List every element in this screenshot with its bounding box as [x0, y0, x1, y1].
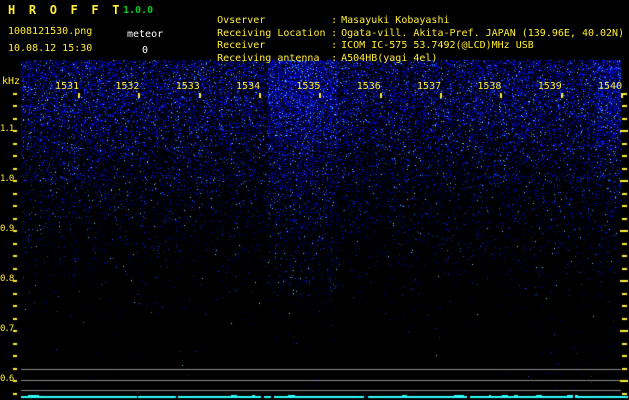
echo-count: 0 [142, 45, 149, 56]
output-filename: 1008121530.png [8, 26, 93, 37]
freq-tick-label: 0.7 [0, 324, 14, 334]
info-row-receiver: Receiver: ICOM IC-575 53.7492(@LCD)MHz US… [181, 28, 624, 51]
time-tick-label: 1539 [537, 81, 562, 92]
freq-tick-label: 0.6 [0, 374, 14, 384]
time-tick-label: 1536 [356, 81, 381, 92]
time-tick-label: 1537 [417, 81, 442, 92]
info-value: A504HB(yagi 4el) [341, 52, 438, 64]
time-tick-label: 1532 [115, 81, 140, 92]
freq-tick-label: 1.1 [0, 124, 14, 134]
station-info: Ovserver: Masayuki Kobayashi Receiving Lo… [181, 3, 624, 64]
freq-tick-label: 0.9 [0, 224, 14, 234]
time-tick-label: 1540 [598, 81, 623, 92]
info-value: ICOM IC-575 53.7492(@LCD)MHz USB [341, 40, 534, 52]
info-row-antenna: Receiving antenna: A504HB(yagi 4el) [181, 40, 624, 64]
info-separator: : [331, 27, 338, 39]
info-separator: : [331, 15, 338, 27]
time-tick-label: 1531 [55, 81, 80, 92]
info-label: Receiver [217, 40, 266, 52]
freq-axis-unit: kHz [2, 76, 21, 87]
mode-label: meteor [127, 29, 164, 40]
info-value: Masayuki Kobayashi [341, 15, 450, 27]
info-label: Ovserver [217, 15, 266, 27]
time-tick-label: 1538 [477, 81, 502, 92]
info-label: Receiving Location [217, 27, 326, 39]
info-label: Receiving antenna [217, 52, 320, 64]
time-tick-label: 1533 [175, 81, 200, 92]
info-row-observer: Ovserver: Masayuki Kobayashi [181, 3, 624, 26]
freq-tick-label: 1.0 [0, 174, 14, 184]
info-value: Ogata-vill. Akita-Pref. JAPAN (139.96E, … [341, 27, 625, 39]
info-separator: : [331, 40, 338, 52]
freq-tick-label: 0.8 [0, 274, 14, 284]
info-separator: : [331, 52, 338, 64]
time-tick-label: 1535 [296, 81, 321, 92]
info-row-location: Receiving Location: Ogata-vill. Akita-Pre… [181, 15, 624, 39]
app-title: H R O F F T [8, 3, 123, 17]
frame-datetime: 10.08.12 15:30 [8, 43, 93, 54]
app-version: 1.0.0 [123, 5, 154, 16]
time-tick-label: 1534 [236, 81, 261, 92]
